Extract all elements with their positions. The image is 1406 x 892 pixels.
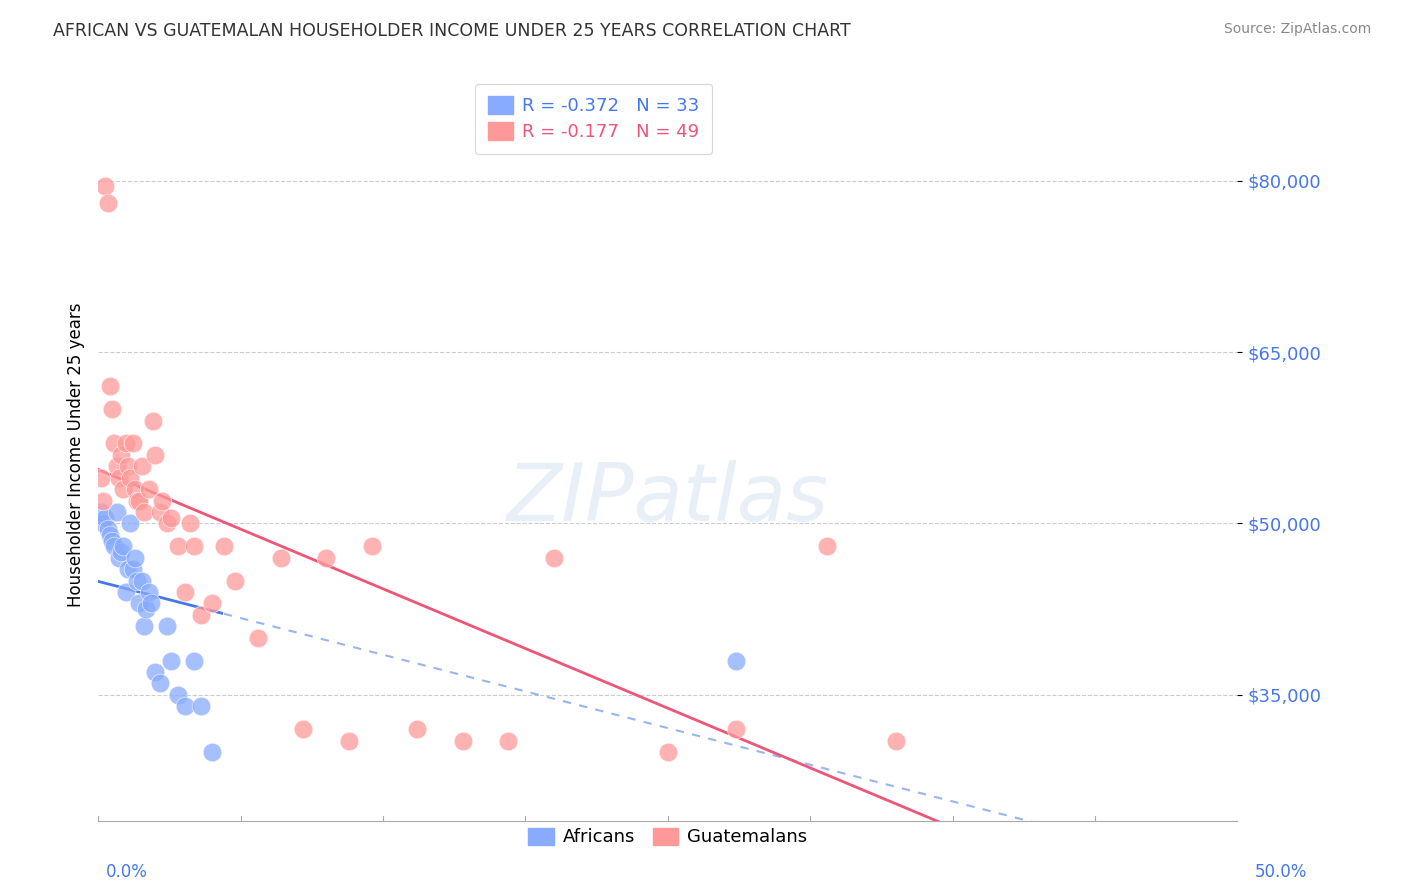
- Point: [657, 745, 679, 759]
- Point: [120, 471, 142, 485]
- Point: [138, 482, 160, 496]
- Point: [132, 619, 155, 633]
- Point: [108, 471, 131, 485]
- Point: [150, 493, 173, 508]
- Point: [135, 602, 157, 616]
- Point: [131, 574, 153, 588]
- Point: [498, 733, 520, 747]
- Text: Source: ZipAtlas.com: Source: ZipAtlas.com: [1223, 22, 1371, 37]
- Point: [112, 539, 135, 553]
- Point: [145, 665, 167, 679]
- Point: [108, 550, 131, 565]
- Point: [127, 574, 149, 588]
- Point: [190, 607, 212, 622]
- Point: [131, 459, 153, 474]
- Point: [360, 539, 382, 553]
- Point: [121, 436, 143, 450]
- Point: [183, 539, 205, 553]
- Point: [815, 539, 838, 553]
- Point: [117, 459, 139, 474]
- Point: [174, 699, 197, 714]
- Point: [98, 379, 121, 393]
- Point: [105, 505, 128, 519]
- Point: [112, 482, 135, 496]
- Point: [94, 510, 117, 524]
- Point: [884, 733, 907, 747]
- Point: [132, 505, 155, 519]
- Point: [110, 545, 132, 559]
- Point: [128, 597, 150, 611]
- Point: [128, 493, 150, 508]
- Point: [270, 550, 292, 565]
- Point: [149, 505, 172, 519]
- Point: [201, 745, 224, 759]
- Point: [98, 528, 121, 542]
- Point: [101, 402, 124, 417]
- Point: [91, 493, 114, 508]
- Point: [190, 699, 212, 714]
- Point: [90, 505, 112, 519]
- Text: ZIPatlas: ZIPatlas: [506, 459, 830, 538]
- Point: [725, 723, 748, 737]
- Point: [337, 733, 360, 747]
- Point: [105, 459, 128, 474]
- Text: AFRICAN VS GUATEMALAN HOUSEHOLDER INCOME UNDER 25 YEARS CORRELATION CHART: AFRICAN VS GUATEMALAN HOUSEHOLDER INCOME…: [53, 22, 851, 40]
- Point: [543, 550, 565, 565]
- Point: [156, 516, 179, 531]
- Point: [183, 654, 205, 668]
- Point: [114, 436, 136, 450]
- Point: [96, 196, 118, 211]
- Point: [224, 574, 246, 588]
- Point: [167, 539, 190, 553]
- Point: [167, 688, 190, 702]
- Point: [160, 654, 183, 668]
- Point: [90, 471, 112, 485]
- Point: [127, 493, 149, 508]
- Point: [91, 516, 114, 531]
- Point: [101, 533, 124, 548]
- Point: [117, 562, 139, 576]
- Point: [124, 550, 146, 565]
- Point: [120, 516, 142, 531]
- Text: 50.0%: 50.0%: [1256, 863, 1308, 881]
- Point: [142, 414, 165, 428]
- Point: [160, 510, 183, 524]
- Point: [201, 597, 224, 611]
- Point: [212, 539, 235, 553]
- Point: [138, 585, 160, 599]
- Point: [110, 448, 132, 462]
- Point: [149, 676, 172, 690]
- Point: [114, 585, 136, 599]
- Point: [406, 723, 429, 737]
- Legend: Africans, Guatemalans: Africans, Guatemalans: [519, 819, 817, 855]
- Point: [145, 448, 167, 462]
- Point: [139, 597, 162, 611]
- Point: [315, 550, 337, 565]
- Point: [121, 562, 143, 576]
- Y-axis label: Householder Income Under 25 years: Householder Income Under 25 years: [66, 302, 84, 607]
- Point: [156, 619, 179, 633]
- Point: [103, 539, 125, 553]
- Point: [96, 522, 118, 536]
- Point: [94, 179, 117, 194]
- Text: 0.0%: 0.0%: [105, 863, 148, 881]
- Point: [725, 654, 748, 668]
- Point: [292, 723, 315, 737]
- Point: [246, 631, 269, 645]
- Point: [451, 733, 474, 747]
- Point: [103, 436, 125, 450]
- Point: [124, 482, 146, 496]
- Point: [179, 516, 201, 531]
- Point: [174, 585, 197, 599]
